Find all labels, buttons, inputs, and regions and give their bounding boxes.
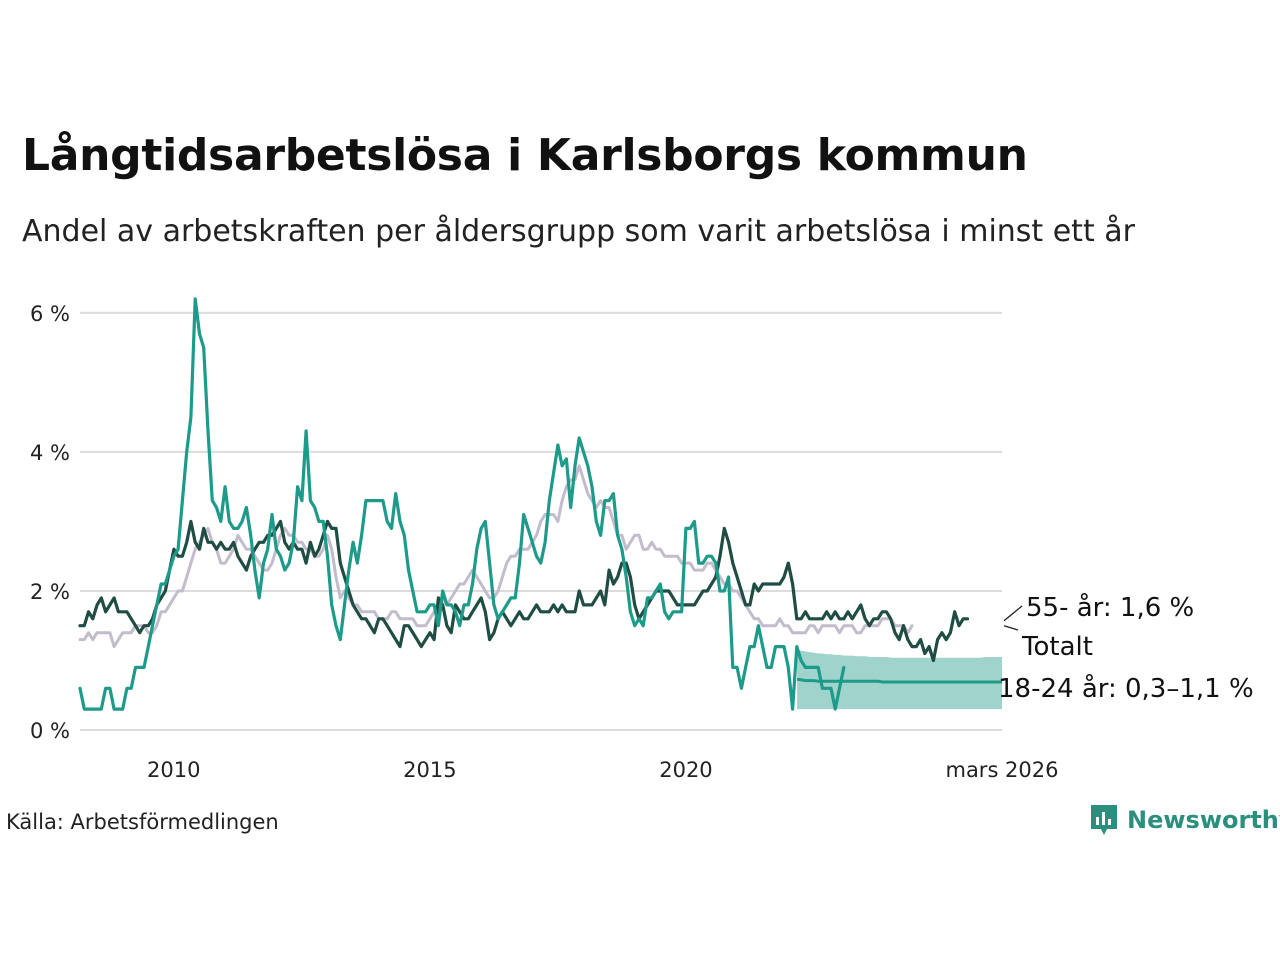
newsworthy-logo[interactable]: Newsworthy (1089, 803, 1280, 837)
brand-name: Newsworthy (1127, 806, 1280, 834)
series-label-age55: 55- år: 1,6 % (1026, 592, 1194, 623)
series-18-24-range-band (797, 650, 1002, 710)
x-tick-label: 2010 (147, 758, 200, 782)
y-tick-label: 6 % (30, 302, 70, 326)
label-leader-total (1003, 625, 1019, 631)
x-tick-label: mars 2026 (945, 758, 1058, 782)
source-note: Källa: Arbetsförmedlingen (6, 810, 279, 834)
chart-subtitle: Andel av arbetskraften per åldersgrupp s… (22, 214, 1135, 249)
y-tick-label: 4 % (30, 441, 70, 465)
label-leader-age55 (1003, 605, 1023, 622)
chart-title: Långtidsarbetslösa i Karlsborgs kommun (22, 130, 1028, 181)
newsworthy-logo-icon (1091, 805, 1117, 835)
series-line-total (78, 464, 914, 649)
series-line-young (78, 297, 846, 711)
y-tick-label: 2 % (30, 580, 70, 604)
y-tick-label: 0 % (30, 719, 70, 743)
series-18-24-midline (796, 677, 1002, 684)
series-line-age55 (78, 519, 970, 663)
series-label-total: Totalt (1021, 632, 1093, 662)
x-tick-label: 2020 (659, 758, 712, 782)
series-label-young: 18-24 år: 0,3–1,1 % (998, 673, 1254, 704)
x-tick-label: 2015 (403, 758, 456, 782)
